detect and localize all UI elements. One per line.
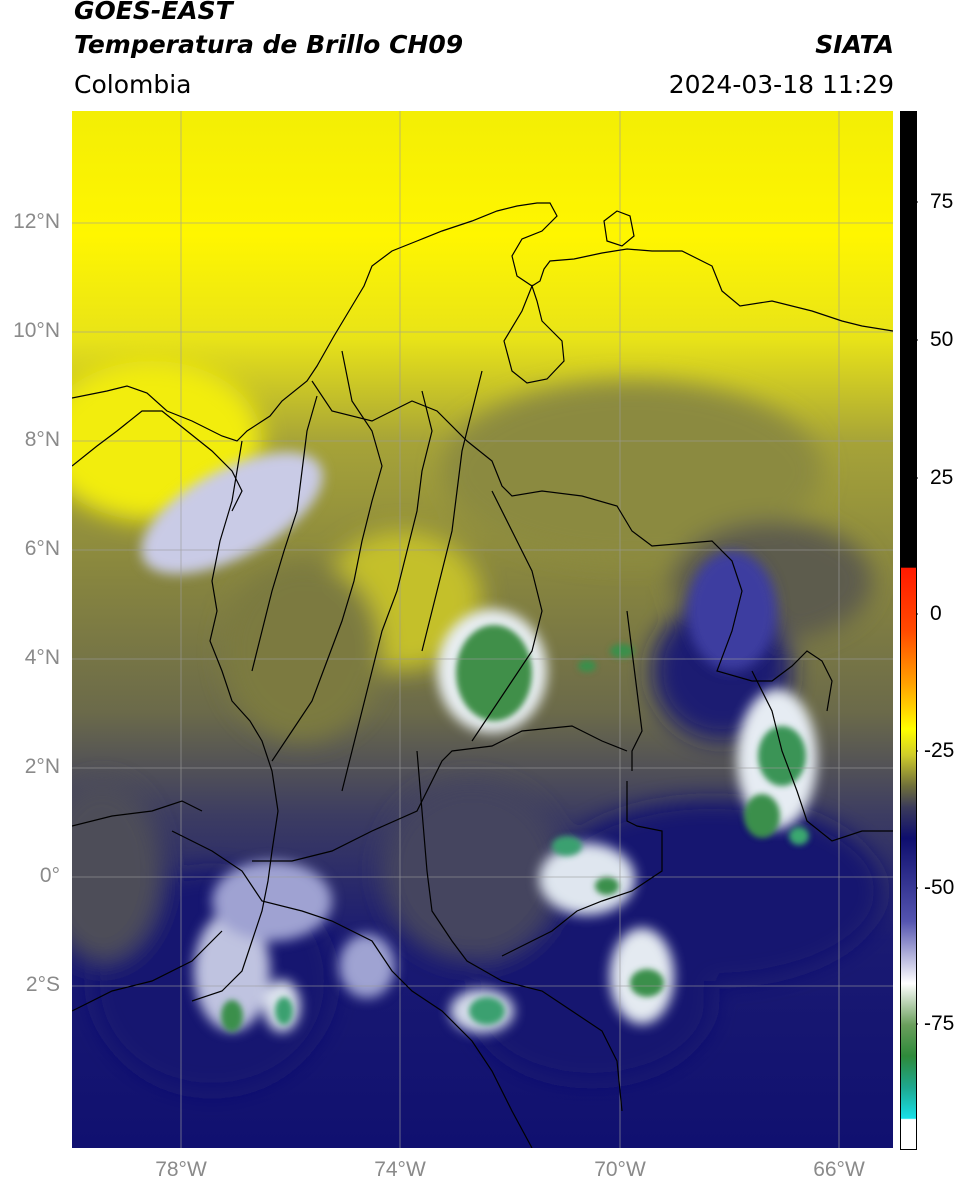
colorbar-label-minus25: -25 (924, 739, 955, 762)
product-title: Temperatura de Brillo CH09 (74, 30, 464, 59)
organization-label: SIATA (815, 30, 894, 59)
colorbar-label-minus75: -75 (924, 1012, 955, 1035)
lat-label-8n: 8°N (24, 428, 60, 451)
lat-label-12n: 12°N (13, 210, 60, 233)
colorbar-label-25: 25 (930, 466, 954, 489)
colorbar-label-50: 50 (930, 328, 954, 351)
lat-label-0: 0° (39, 864, 60, 887)
brightness-temperature-field (72, 111, 893, 1148)
region-label: Colombia (74, 70, 192, 99)
datetime-label: 2024-03-18 11:29 (668, 70, 894, 99)
lat-label-2s: 2°S (25, 973, 60, 996)
lon-label-70w: 70°W (594, 1158, 646, 1181)
coastlines-and-borders (72, 202, 893, 1148)
lon-label-78w: 78°W (155, 1158, 207, 1181)
lat-label-10n: 10°N (13, 319, 60, 342)
colorbar-label-0: 0 (930, 602, 942, 625)
lon-label-66w: 66°W (813, 1158, 865, 1181)
satellite-map (72, 111, 893, 1148)
lon-label-74w: 74°W (374, 1158, 426, 1181)
colorbar-label-75: 75 (930, 190, 954, 213)
colorbar-label-minus50: -50 (924, 876, 955, 899)
satellite-title: GOES-EAST (74, 0, 233, 25)
graticule (72, 111, 893, 1148)
lat-label-2n: 2°N (24, 755, 60, 778)
lat-label-4n: 4°N (24, 646, 60, 669)
colorbar (900, 111, 918, 1150)
lat-label-6n: 6°N (24, 537, 60, 560)
